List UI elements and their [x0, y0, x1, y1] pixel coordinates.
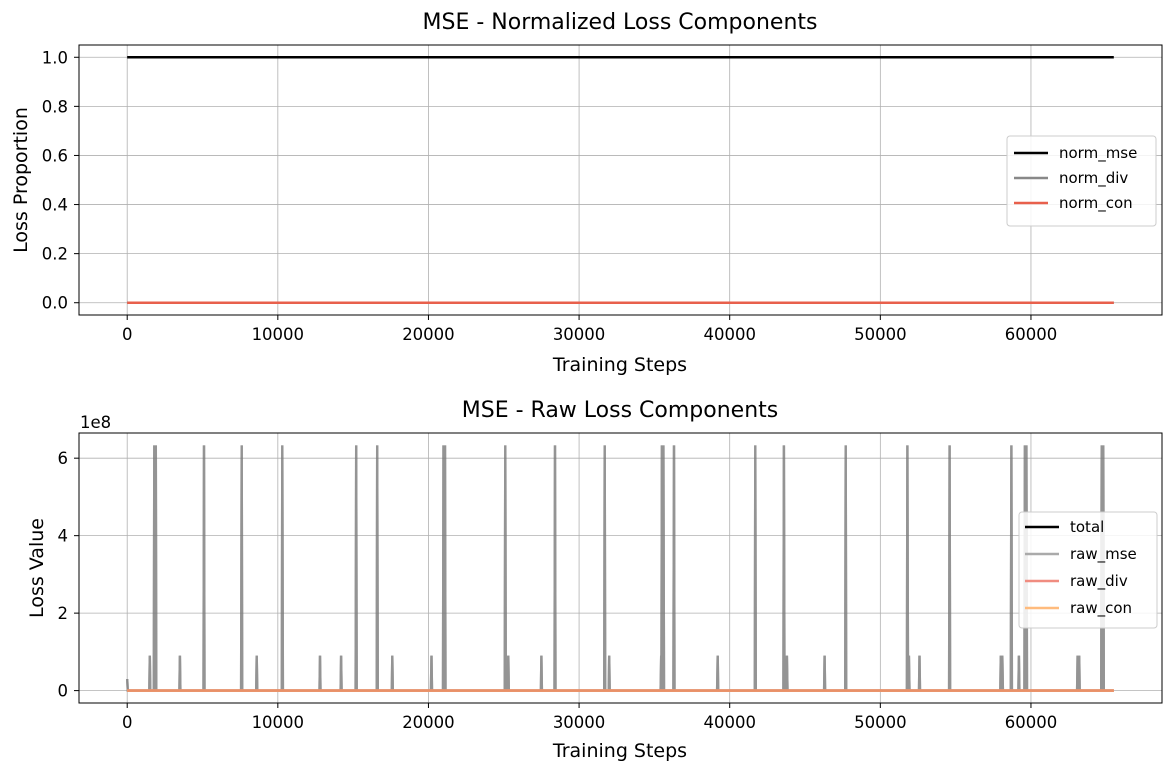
chart-title: MSE - Raw Loss Components [462, 398, 778, 423]
x-tick-label: 40000 [703, 713, 756, 732]
grid [79, 45, 1162, 315]
x-tick-label: 0 [122, 713, 133, 732]
x-tick-label: 60000 [1005, 713, 1058, 732]
legend: total raw_mse raw_div raw_con [1018, 511, 1158, 629]
legend-label-norm_div: norm_div [1059, 169, 1128, 188]
axes-frame [78, 44, 1163, 316]
y-axis-label: Loss Value [26, 518, 48, 618]
legend-box [1018, 511, 1158, 629]
normalized-loss-chart: MSE - Normalized Loss Components 0 10000 2… [10, 10, 1163, 376]
y-tick-label: 0.2 [42, 245, 68, 264]
y-tick-label: 6 [58, 449, 69, 468]
x-tick-label: 60000 [1005, 325, 1058, 344]
plot-lines [127, 56, 1114, 304]
y-tick-label: 1.0 [42, 48, 68, 67]
legend-label-raw_con: raw_con [1070, 599, 1132, 618]
y-axis-label: Loss Proportion [10, 107, 32, 253]
x-tick-label: 10000 [252, 325, 305, 344]
y-tick-label: 0.0 [42, 294, 68, 313]
legend-label-norm_con: norm_con [1059, 194, 1133, 213]
legend-label-norm_mse: norm_mse [1059, 144, 1137, 163]
y-axis-ticks: 0.0 0.2 0.4 0.6 0.8 1.0 [42, 48, 79, 313]
x-tick-label: 40000 [703, 325, 756, 344]
x-tick-label: 50000 [854, 713, 907, 732]
chart-title: MSE - Normalized Loss Components [423, 10, 818, 35]
x-axis-label: Training Steps [552, 740, 687, 762]
x-axis-ticks: 0 10000 20000 30000 40000 50000 60000 [122, 315, 1057, 344]
raw-loss-chart: MSE - Raw Loss Components 1e8 0 10000 2000… [26, 398, 1163, 762]
y-tick-label: 0.8 [42, 97, 68, 116]
x-tick-label: 30000 [553, 325, 606, 344]
series-line-total [126, 445, 1114, 692]
x-tick-label: 50000 [854, 325, 907, 344]
y-tick-label: 0 [58, 682, 69, 701]
legend: norm_mse norm_div norm_con [1006, 135, 1157, 227]
x-tick-label: 10000 [252, 713, 305, 732]
axes-frame [78, 432, 1163, 704]
legend-label-total: total [1070, 518, 1104, 536]
y-tick-label: 2 [58, 604, 69, 623]
y-tick-label: 4 [58, 527, 69, 546]
x-axis-label: Training Steps [552, 354, 687, 376]
x-tick-label: 30000 [553, 713, 606, 732]
x-axis-ticks: 0 10000 20000 30000 40000 50000 60000 [122, 703, 1057, 732]
legend-label-raw_mse: raw_mse [1070, 545, 1137, 564]
y-tick-label: 0.6 [42, 146, 68, 165]
y-axis-ticks: 0 2 4 6 [58, 449, 79, 701]
x-tick-label: 20000 [402, 325, 455, 344]
series-line-raw_mse [126, 445, 1114, 692]
plot-lines [126, 445, 1114, 692]
y-offset-label: 1e8 [80, 413, 111, 432]
y-tick-label: 0.4 [42, 196, 68, 215]
x-tick-label: 20000 [402, 713, 455, 732]
legend-label-raw_div: raw_div [1070, 572, 1128, 591]
x-tick-label: 0 [122, 325, 133, 344]
